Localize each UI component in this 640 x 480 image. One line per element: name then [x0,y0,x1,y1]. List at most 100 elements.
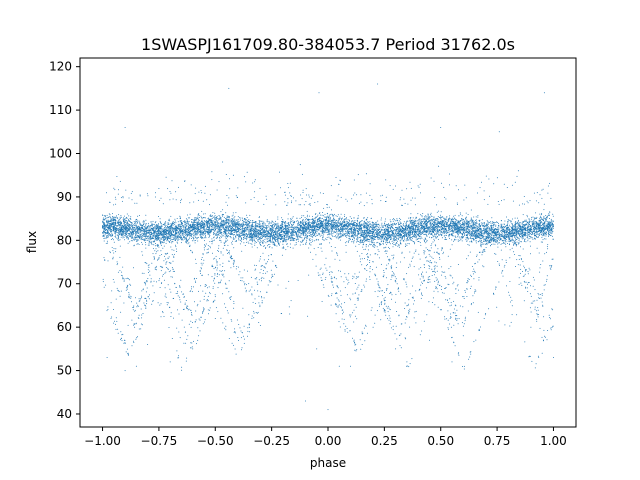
data-point [542,224,544,226]
data-point [266,221,268,223]
data-point [254,240,256,242]
data-point [325,225,326,227]
data-point [288,233,289,235]
data-point [500,223,502,225]
data-point [378,231,380,233]
data-point [174,223,176,225]
data-point [277,235,279,237]
data-point [550,222,552,224]
data-point [377,232,379,233]
data-point [316,219,318,221]
data-point [311,227,313,229]
data-point [106,224,108,226]
data-point [226,220,228,222]
data-point [462,231,464,233]
data-point [307,237,309,239]
data-point [496,221,498,223]
data-point [395,227,397,228]
data-point [114,227,116,229]
data-point [503,241,505,243]
data-point [119,223,120,225]
data-point [277,234,279,236]
data-point [217,218,219,219]
data-point [373,229,375,230]
data-point [333,220,335,222]
data-point [264,239,266,240]
data-point [203,232,205,234]
data-point [180,225,182,227]
data-point [375,225,377,227]
data-point [304,238,306,240]
data-point [408,217,410,219]
data-point [301,240,303,242]
data-point [115,229,117,231]
data-point [148,225,150,227]
data-point [462,230,464,232]
data-point [420,236,422,238]
data-point [239,217,240,219]
data-point [549,218,550,219]
data-point [517,225,519,227]
data-point [321,217,323,219]
data-point [210,218,212,220]
data-point [352,225,353,227]
data-point [526,214,528,216]
data-point [484,231,486,233]
data-point [242,232,244,234]
data-point [290,231,292,233]
data-point [155,230,157,232]
data-point [488,222,490,224]
data-point [240,240,242,242]
data-point [123,223,125,225]
data-point [535,212,537,214]
data-point [126,213,128,215]
data-point [353,242,355,244]
data-point [204,236,206,238]
data-point [220,235,222,237]
data-point [345,225,347,227]
data-point [328,236,330,238]
data-point [509,232,511,234]
data-point [270,229,272,231]
data-point [479,233,481,235]
data-point [183,228,185,230]
data-point [315,224,317,226]
data-point [536,225,538,227]
data-point [267,244,269,246]
data-point [297,231,299,233]
data-point [140,235,142,237]
data-point [336,231,338,233]
data-point [213,239,215,241]
data-point [345,227,346,229]
data-point [201,233,203,235]
data-point [345,245,347,246]
data-point [116,232,118,234]
data-point [469,233,471,234]
data-point [367,217,369,219]
data-point [286,243,288,245]
data-point [188,221,190,223]
data-point [197,216,199,218]
data-point [425,218,427,220]
data-point [264,225,266,226]
data-point [493,222,495,224]
data-point [454,238,456,240]
data-point [119,217,121,219]
data-point [220,226,222,228]
data-point [412,220,414,222]
data-point [397,245,399,247]
data-point [222,235,224,237]
data-point [369,243,371,245]
data-point [552,238,554,240]
data-point [457,220,459,222]
data-point [115,226,117,228]
data-point [234,228,236,230]
data-point [226,219,228,221]
data-point [508,235,510,237]
data-point [326,218,327,220]
data-point [215,220,217,222]
data-point [480,241,482,243]
data-point [198,215,200,216]
data-point [226,215,228,217]
data-point [290,227,292,229]
